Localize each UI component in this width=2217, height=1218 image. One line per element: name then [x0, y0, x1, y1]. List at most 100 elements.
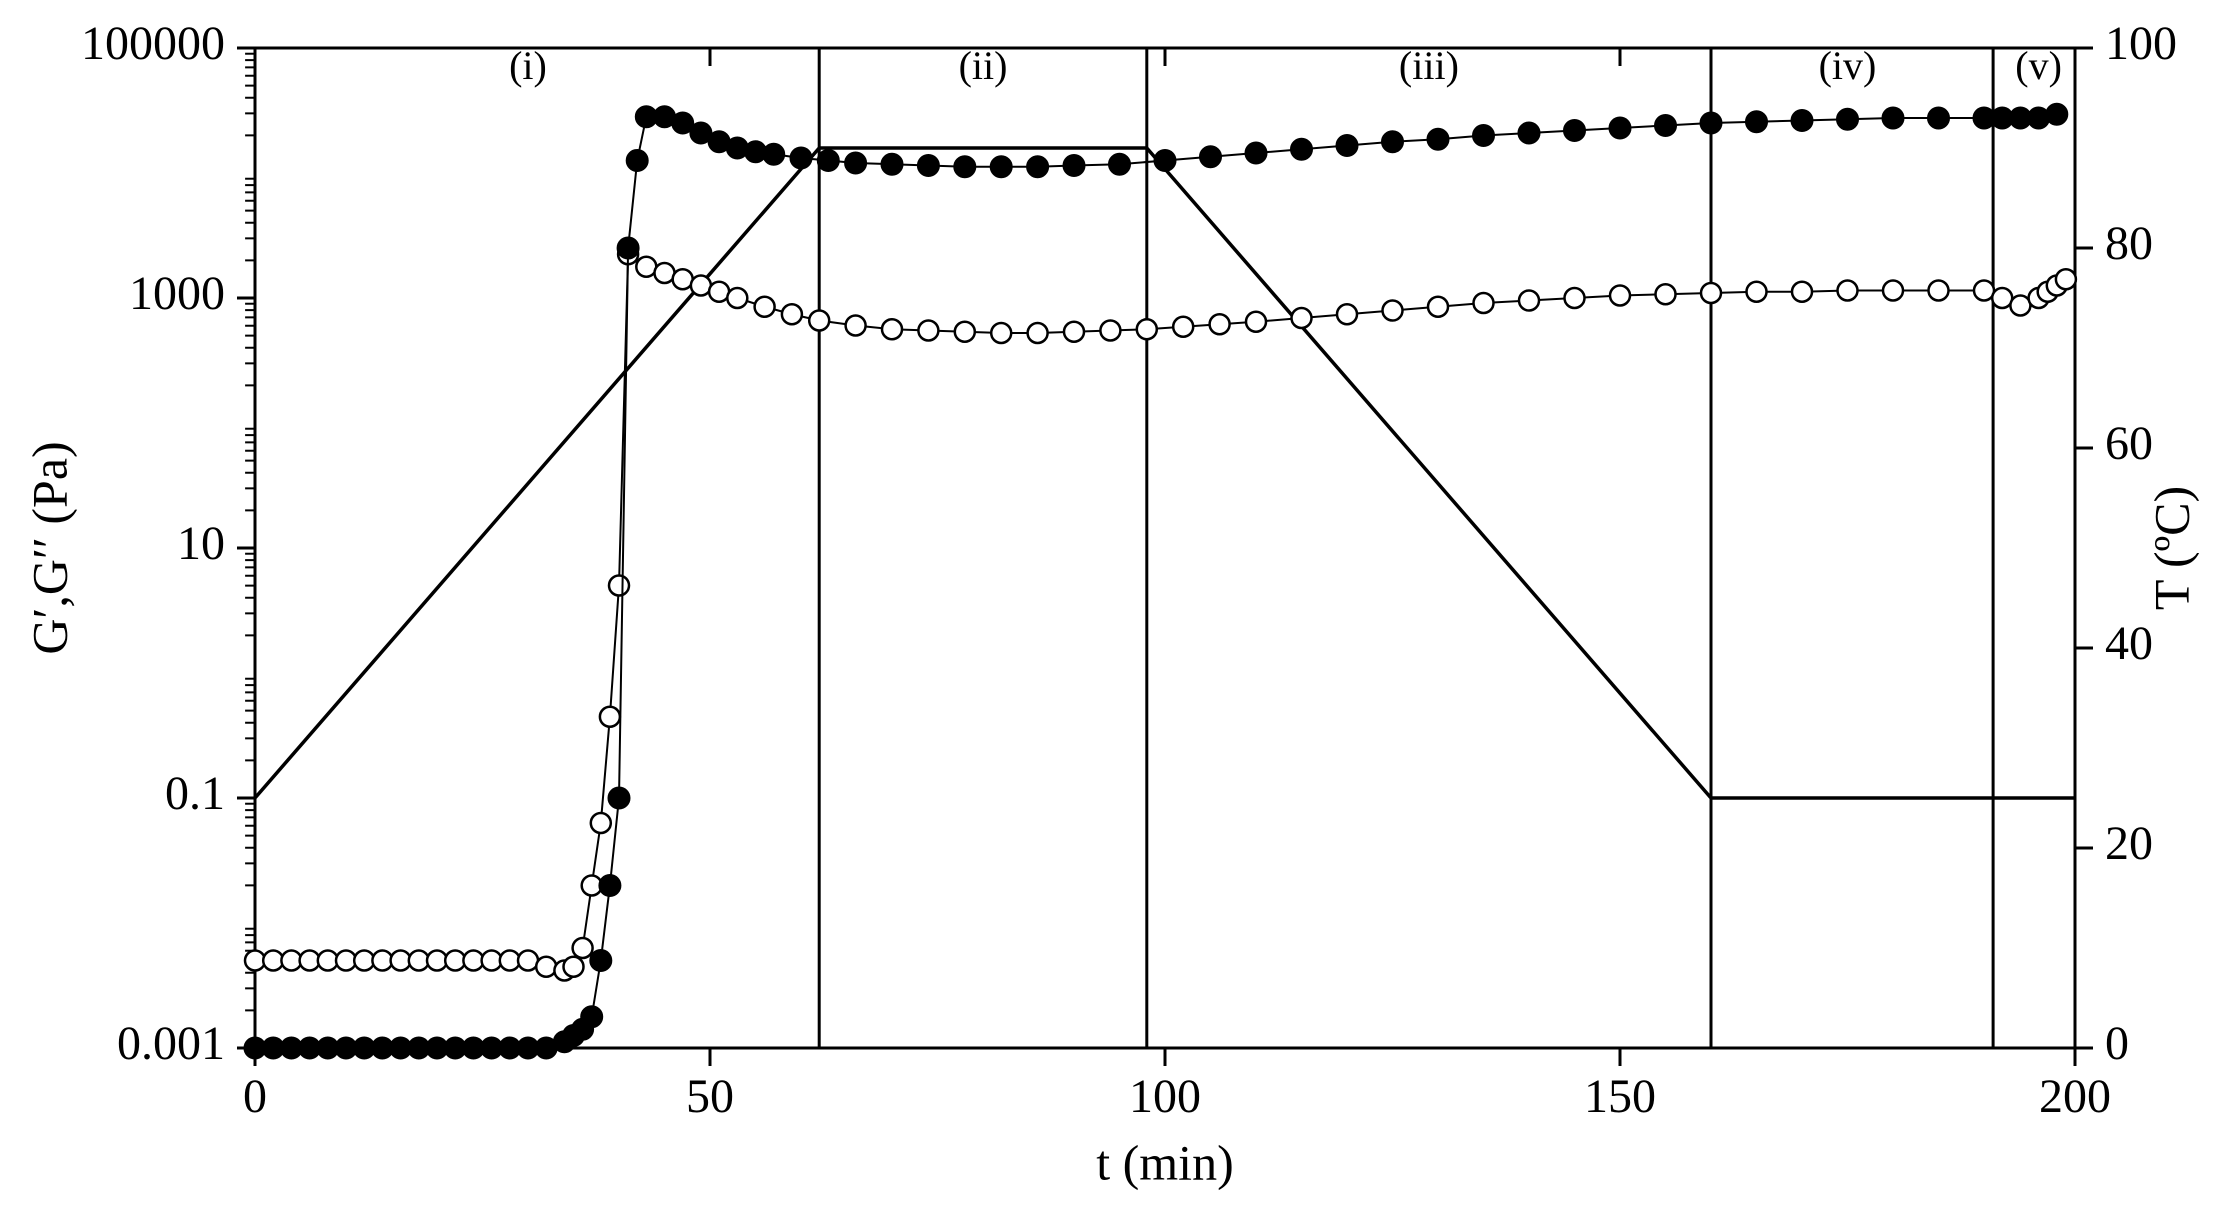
- g-prime-marker: [1519, 123, 1540, 144]
- g-double-prime-marker: [1565, 288, 1585, 308]
- yr-tick-label: 80: [2105, 217, 2153, 270]
- yr-tick-label: 0: [2105, 1017, 2129, 1070]
- g-double-prime-marker: [1656, 284, 1676, 304]
- x-tick-label: 200: [2039, 1070, 2111, 1123]
- g-prime-marker: [1155, 150, 1176, 171]
- g-prime-marker: [1027, 156, 1048, 177]
- region-label: (iii): [1399, 43, 1459, 88]
- g-prime-marker: [581, 1006, 602, 1027]
- g-prime-marker: [1473, 125, 1494, 146]
- x-tick-label: 50: [686, 1070, 734, 1123]
- region-label: (i): [509, 43, 547, 88]
- g-double-prime-marker: [1883, 281, 1903, 301]
- g-prime-marker: [599, 875, 620, 896]
- g-prime-marker: [1792, 110, 1813, 131]
- g-prime-marker: [2046, 104, 2067, 125]
- g-double-prime-marker: [1337, 304, 1357, 324]
- g-prime-marker: [1883, 108, 1904, 129]
- g-double-prime-marker: [2056, 269, 2076, 289]
- x-axis-label: t (min): [1096, 1134, 1233, 1190]
- g-double-prime-marker: [1210, 314, 1230, 334]
- g-double-prime-marker: [564, 957, 584, 977]
- g-prime-marker: [818, 150, 839, 171]
- g-prime-marker: [991, 156, 1012, 177]
- g-double-prime-marker: [1747, 282, 1767, 302]
- g-double-prime-marker: [1383, 301, 1403, 321]
- g-prime-line: [255, 114, 2057, 1048]
- g-double-prime-marker: [609, 576, 629, 596]
- g-double-prime-marker: [1137, 319, 1157, 339]
- x-tick-label: 100: [1129, 1070, 1201, 1123]
- yl-tick-label: 10: [177, 517, 225, 570]
- g-prime-marker: [1746, 111, 1767, 132]
- g-prime-marker: [954, 156, 975, 177]
- yl-tick-label: 1000: [129, 267, 225, 320]
- region-label: (iv): [1819, 43, 1877, 88]
- g-prime-marker: [609, 788, 630, 809]
- x-tick-label: 150: [1584, 1070, 1656, 1123]
- g-prime-marker: [1200, 146, 1221, 167]
- g-double-prime-marker: [1838, 281, 1858, 301]
- g-double-prime-marker: [600, 707, 620, 727]
- g-prime-marker: [1337, 135, 1358, 156]
- yr-axis-label: T (ºC): [2143, 486, 2199, 610]
- g-prime-marker: [1564, 120, 1585, 141]
- yr-tick-label: 20: [2105, 817, 2153, 870]
- plot-border: [255, 48, 2075, 1048]
- yr-tick-label: 40: [2105, 617, 2153, 670]
- g-double-prime-marker: [991, 323, 1011, 343]
- g-prime-marker: [791, 148, 812, 169]
- g-double-prime-marker: [882, 319, 902, 339]
- g-double-prime-marker: [573, 938, 593, 958]
- g-double-prime-marker: [1792, 282, 1812, 302]
- g-double-prime-marker: [1064, 322, 1084, 342]
- temperature-line: [255, 148, 2075, 798]
- g-double-prime-marker: [755, 297, 775, 317]
- g-prime-marker: [590, 950, 611, 971]
- g-prime-marker: [1109, 154, 1130, 175]
- g-prime-marker: [627, 150, 648, 171]
- g-prime-marker: [1428, 129, 1449, 150]
- g-prime-marker: [1610, 118, 1631, 139]
- yr-tick-label: 100: [2105, 17, 2177, 70]
- g-double-prime-marker: [809, 311, 829, 331]
- yl-tick-label: 0.1: [165, 767, 225, 820]
- g-prime-marker: [1064, 155, 1085, 176]
- g-double-prime-marker: [1292, 308, 1312, 328]
- g-double-prime-marker: [782, 304, 802, 324]
- g-double-prime-marker: [1610, 286, 1630, 306]
- g-prime-marker: [1837, 109, 1858, 130]
- g-double-prime-marker: [536, 957, 556, 977]
- g-double-prime-marker: [918, 321, 938, 341]
- yl-axis-label: G′,G′′ (Pa): [21, 441, 77, 654]
- g-prime-marker: [1655, 115, 1676, 136]
- g-prime-marker: [1382, 131, 1403, 152]
- x-tick-label: 0: [243, 1070, 267, 1123]
- g-prime-marker: [1701, 113, 1722, 134]
- yr-tick-label: 60: [2105, 417, 2153, 470]
- yl-tick-label: 0.001: [117, 1017, 225, 1070]
- g-prime-marker: [618, 238, 639, 259]
- g-double-prime-marker: [1428, 297, 1448, 317]
- g-double-prime-marker: [846, 316, 866, 336]
- g-double-prime-marker: [727, 288, 747, 308]
- g-prime-marker: [763, 144, 784, 165]
- g-double-prime-line: [255, 254, 2066, 970]
- g-double-prime-marker: [1929, 281, 1949, 301]
- region-label: (ii): [959, 43, 1008, 88]
- g-prime-marker: [1928, 108, 1949, 129]
- g-double-prime-marker: [1246, 312, 1266, 332]
- g-prime-marker: [1246, 143, 1267, 164]
- g-double-prime-marker: [1519, 291, 1539, 311]
- g-double-prime-marker: [955, 322, 975, 342]
- yl-tick-label: 100000: [81, 17, 225, 70]
- rheology-chart: 050100150200t (min)0.0010.1101000100000G…: [0, 0, 2217, 1218]
- g-double-prime-marker: [591, 813, 611, 833]
- region-label: (v): [2015, 43, 2062, 88]
- g-prime-marker: [1291, 139, 1312, 160]
- g-prime-marker: [918, 155, 939, 176]
- g-double-prime-marker: [1100, 321, 1120, 341]
- g-double-prime-marker: [1173, 317, 1193, 337]
- g-prime-marker: [882, 154, 903, 175]
- g-double-prime-marker: [1028, 323, 1048, 343]
